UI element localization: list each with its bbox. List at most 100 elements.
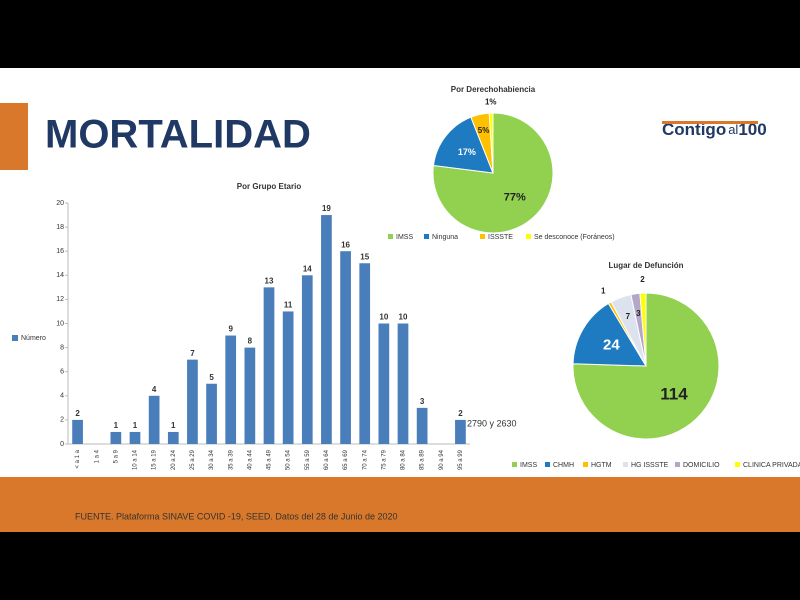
bar — [416, 407, 428, 444]
bar — [72, 419, 83, 444]
legend-swatch — [480, 234, 485, 239]
data-label: 19 — [322, 204, 331, 213]
logo-text: 100 — [738, 120, 766, 139]
legend-label: HG ISSSTE — [631, 462, 669, 469]
data-label: 10 — [399, 313, 408, 322]
data-label: 3 — [420, 397, 425, 406]
data-label: 1 — [171, 421, 176, 430]
data-label: 5 — [209, 373, 214, 382]
data-label: 77% — [504, 192, 526, 204]
data-label: 13 — [265, 276, 274, 285]
data-label: 10 — [379, 313, 388, 322]
logo-accent — [662, 121, 758, 124]
bar — [455, 419, 466, 444]
bar — [129, 431, 141, 444]
legend-swatch — [675, 462, 680, 467]
x-tick-label: 60 a 64 — [324, 449, 330, 470]
legend-label: Número — [21, 335, 46, 342]
data-label: 1 — [133, 421, 138, 430]
y-tick-label: 16 — [56, 248, 64, 255]
y-tick-label: 8 — [60, 344, 64, 351]
x-tick-label: 30 a 34 — [209, 449, 215, 470]
data-label: 5% — [478, 126, 490, 135]
legend-swatch — [583, 462, 588, 467]
logo-text: al — [728, 122, 738, 137]
data-label: 8 — [248, 337, 253, 346]
x-tick-label: 10 a 14 — [133, 449, 139, 470]
legend-swatch — [512, 462, 517, 467]
legend-swatch — [424, 234, 429, 239]
x-tick-label: 35 a 39 — [228, 449, 234, 470]
legend-label: CLINICA PRIVADA — [743, 462, 800, 469]
data-label: 24 — [603, 337, 620, 354]
data-label: 1 — [601, 286, 606, 295]
annotation: 2790 y 2630 — [467, 418, 517, 428]
legend-label: CHMH — [553, 462, 574, 469]
y-tick-label: 14 — [56, 272, 64, 279]
x-tick-label: 45 a 49 — [267, 449, 273, 470]
legend-label: ISSSTE — [488, 234, 513, 241]
x-tick-label: < a 1 a — [75, 449, 81, 468]
y-tick-label: 6 — [60, 369, 64, 376]
bar — [282, 311, 294, 444]
data-label: 114 — [660, 384, 688, 403]
slide-title: MORTALIDAD — [45, 113, 311, 157]
bar — [359, 263, 371, 444]
legend-swatch — [623, 462, 628, 467]
x-tick-label: 20 a 24 — [171, 449, 177, 470]
bar — [148, 395, 160, 444]
data-label: 2 — [640, 275, 645, 284]
data-label: 1 — [114, 421, 119, 430]
x-tick-label: 15 a 19 — [152, 449, 158, 470]
x-tick-label: 90 a 94 — [439, 449, 445, 470]
pie-slice — [488, 112, 494, 174]
legend-label: IMSS — [520, 462, 537, 469]
x-tick-label: 70 a 74 — [362, 449, 368, 470]
bar — [397, 323, 409, 444]
legend-swatch — [388, 234, 393, 239]
legend-label: Se desconoce (Foráneos) — [534, 234, 615, 241]
footer-band — [0, 477, 800, 532]
bar — [167, 431, 179, 444]
data-label: 3 — [636, 309, 641, 318]
legend-swatch — [735, 462, 740, 467]
x-tick-label: 1 a 4 — [94, 449, 100, 463]
chart-title: Por Derechohabiencia — [451, 85, 536, 94]
bar — [110, 431, 122, 444]
legend-label: DOMICILIO — [683, 462, 720, 469]
x-tick-label: 75 a 79 — [381, 449, 387, 470]
data-label: 16 — [341, 240, 350, 249]
data-label: 17% — [458, 147, 476, 157]
x-tick-label: 85 a 89 — [420, 449, 426, 470]
data-label: 2 — [75, 409, 80, 418]
y-tick-label: 4 — [60, 393, 64, 400]
data-label: 15 — [360, 252, 369, 261]
logo-text: Contigo — [662, 120, 726, 139]
bar — [263, 287, 275, 444]
bar — [206, 383, 217, 444]
x-tick-label: 50 a 54 — [286, 449, 292, 470]
source-note: FUENTE. Plataforma SINAVE COVID -19, SEE… — [75, 511, 397, 521]
x-tick-label: 55 a 59 — [305, 449, 311, 470]
bar — [321, 215, 332, 444]
x-tick-label: 65 a 69 — [343, 449, 349, 470]
legend-swatch — [526, 234, 531, 239]
data-label: 7 — [190, 349, 195, 358]
bar — [378, 323, 390, 444]
data-label: 4 — [152, 385, 157, 394]
chart-title: Lugar de Defunción — [608, 261, 683, 270]
y-tick-label: 10 — [56, 320, 64, 327]
x-tick-label: 80 a 84 — [401, 449, 407, 470]
x-tick-label: 5 a 9 — [113, 449, 119, 463]
y-tick-label: 18 — [56, 224, 64, 231]
y-tick-label: 0 — [60, 441, 64, 448]
data-label: 14 — [303, 264, 312, 273]
pie-slice — [432, 112, 554, 234]
legend-label: Ninguna — [432, 234, 458, 241]
bar — [225, 335, 237, 444]
logo: Contigo al100 — [662, 120, 767, 139]
chart-title: Por Grupo Etario — [237, 182, 302, 191]
data-label: 7 — [626, 312, 631, 321]
